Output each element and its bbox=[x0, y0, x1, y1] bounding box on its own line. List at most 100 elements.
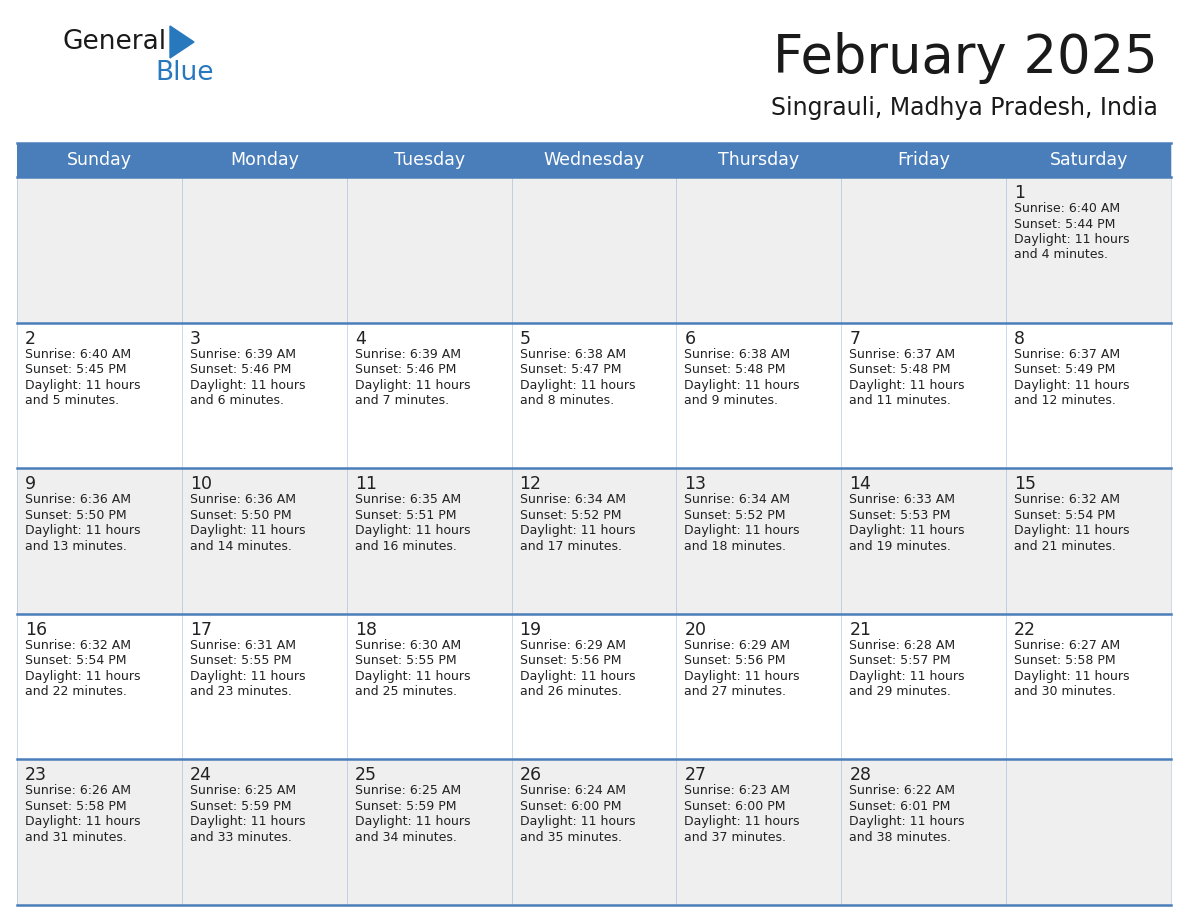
Text: and 11 minutes.: and 11 minutes. bbox=[849, 394, 952, 407]
Text: Sunrise: 6:24 AM: Sunrise: 6:24 AM bbox=[519, 784, 626, 798]
Text: Sunset: 5:47 PM: Sunset: 5:47 PM bbox=[519, 364, 621, 376]
Text: Sunrise: 6:32 AM: Sunrise: 6:32 AM bbox=[1015, 493, 1120, 506]
Text: and 13 minutes.: and 13 minutes. bbox=[25, 540, 127, 553]
Text: 6: 6 bbox=[684, 330, 695, 348]
Text: Sunrise: 6:32 AM: Sunrise: 6:32 AM bbox=[25, 639, 131, 652]
Text: Daylight: 11 hours: Daylight: 11 hours bbox=[684, 524, 800, 537]
Text: 13: 13 bbox=[684, 476, 707, 493]
Text: Sunset: 5:50 PM: Sunset: 5:50 PM bbox=[25, 509, 127, 521]
Text: Daylight: 11 hours: Daylight: 11 hours bbox=[1015, 378, 1130, 392]
Text: 17: 17 bbox=[190, 621, 211, 639]
Text: 16: 16 bbox=[25, 621, 48, 639]
Bar bbox=[17, 614, 1171, 759]
Text: Daylight: 11 hours: Daylight: 11 hours bbox=[519, 815, 636, 828]
Text: Sunset: 5:57 PM: Sunset: 5:57 PM bbox=[849, 655, 950, 667]
Text: Saturday: Saturday bbox=[1049, 151, 1127, 169]
Text: Daylight: 11 hours: Daylight: 11 hours bbox=[355, 378, 470, 392]
Text: Sunset: 5:58 PM: Sunset: 5:58 PM bbox=[1015, 655, 1116, 667]
Text: Sunrise: 6:34 AM: Sunrise: 6:34 AM bbox=[519, 493, 626, 506]
Text: and 17 minutes.: and 17 minutes. bbox=[519, 540, 621, 553]
Text: 15: 15 bbox=[1015, 476, 1036, 493]
Text: Daylight: 11 hours: Daylight: 11 hours bbox=[519, 670, 636, 683]
Text: 5: 5 bbox=[519, 330, 531, 348]
Text: 25: 25 bbox=[355, 767, 377, 784]
Text: Daylight: 11 hours: Daylight: 11 hours bbox=[355, 815, 470, 828]
Text: Thursday: Thursday bbox=[719, 151, 800, 169]
Text: General: General bbox=[62, 29, 166, 55]
Text: Sunset: 5:55 PM: Sunset: 5:55 PM bbox=[355, 655, 456, 667]
Text: and 25 minutes.: and 25 minutes. bbox=[355, 686, 456, 699]
Text: Sunrise: 6:34 AM: Sunrise: 6:34 AM bbox=[684, 493, 790, 506]
Text: Sunset: 5:56 PM: Sunset: 5:56 PM bbox=[519, 655, 621, 667]
Text: Daylight: 11 hours: Daylight: 11 hours bbox=[519, 378, 636, 392]
Text: Daylight: 11 hours: Daylight: 11 hours bbox=[684, 378, 800, 392]
Text: 9: 9 bbox=[25, 476, 36, 493]
Text: Sunrise: 6:33 AM: Sunrise: 6:33 AM bbox=[849, 493, 955, 506]
Text: 24: 24 bbox=[190, 767, 211, 784]
Text: and 4 minutes.: and 4 minutes. bbox=[1015, 249, 1108, 262]
Text: Daylight: 11 hours: Daylight: 11 hours bbox=[849, 815, 965, 828]
Bar bbox=[17, 177, 1171, 322]
Text: Daylight: 11 hours: Daylight: 11 hours bbox=[849, 524, 965, 537]
Text: Sunset: 5:46 PM: Sunset: 5:46 PM bbox=[190, 364, 291, 376]
Text: Sunrise: 6:31 AM: Sunrise: 6:31 AM bbox=[190, 639, 296, 652]
Text: Friday: Friday bbox=[897, 151, 950, 169]
Text: and 7 minutes.: and 7 minutes. bbox=[355, 394, 449, 407]
Text: Daylight: 11 hours: Daylight: 11 hours bbox=[190, 670, 305, 683]
Text: Sunrise: 6:36 AM: Sunrise: 6:36 AM bbox=[190, 493, 296, 506]
Text: and 37 minutes.: and 37 minutes. bbox=[684, 831, 786, 844]
Text: Sunset: 5:48 PM: Sunset: 5:48 PM bbox=[849, 364, 950, 376]
Text: Sunrise: 6:37 AM: Sunrise: 6:37 AM bbox=[1015, 348, 1120, 361]
Text: February 2025: February 2025 bbox=[773, 32, 1158, 84]
Text: Sunset: 5:44 PM: Sunset: 5:44 PM bbox=[1015, 218, 1116, 230]
Text: Sunset: 5:51 PM: Sunset: 5:51 PM bbox=[355, 509, 456, 521]
Text: Sunday: Sunday bbox=[67, 151, 132, 169]
Text: 20: 20 bbox=[684, 621, 707, 639]
Text: and 35 minutes.: and 35 minutes. bbox=[519, 831, 621, 844]
Text: and 16 minutes.: and 16 minutes. bbox=[355, 540, 456, 553]
Text: Sunrise: 6:22 AM: Sunrise: 6:22 AM bbox=[849, 784, 955, 798]
Text: 12: 12 bbox=[519, 476, 542, 493]
Text: and 19 minutes.: and 19 minutes. bbox=[849, 540, 952, 553]
Text: Sunset: 5:54 PM: Sunset: 5:54 PM bbox=[1015, 509, 1116, 521]
Text: Sunset: 5:54 PM: Sunset: 5:54 PM bbox=[25, 655, 126, 667]
Text: Daylight: 11 hours: Daylight: 11 hours bbox=[25, 378, 140, 392]
Text: Sunrise: 6:40 AM: Sunrise: 6:40 AM bbox=[1015, 202, 1120, 215]
Text: Wednesday: Wednesday bbox=[543, 151, 645, 169]
Text: Monday: Monday bbox=[229, 151, 298, 169]
Text: and 26 minutes.: and 26 minutes. bbox=[519, 686, 621, 699]
Text: Sunrise: 6:25 AM: Sunrise: 6:25 AM bbox=[190, 784, 296, 798]
Text: and 18 minutes.: and 18 minutes. bbox=[684, 540, 786, 553]
Text: Daylight: 11 hours: Daylight: 11 hours bbox=[25, 815, 140, 828]
Text: Sunrise: 6:38 AM: Sunrise: 6:38 AM bbox=[684, 348, 790, 361]
Text: Sunset: 6:00 PM: Sunset: 6:00 PM bbox=[519, 800, 621, 813]
Text: and 30 minutes.: and 30 minutes. bbox=[1015, 686, 1117, 699]
Text: Sunset: 5:56 PM: Sunset: 5:56 PM bbox=[684, 655, 786, 667]
Text: Sunrise: 6:39 AM: Sunrise: 6:39 AM bbox=[355, 348, 461, 361]
Text: 3: 3 bbox=[190, 330, 201, 348]
Text: and 6 minutes.: and 6 minutes. bbox=[190, 394, 284, 407]
Text: Daylight: 11 hours: Daylight: 11 hours bbox=[190, 378, 305, 392]
Text: Daylight: 11 hours: Daylight: 11 hours bbox=[849, 378, 965, 392]
Text: Daylight: 11 hours: Daylight: 11 hours bbox=[519, 524, 636, 537]
Text: 28: 28 bbox=[849, 767, 871, 784]
Text: Sunrise: 6:25 AM: Sunrise: 6:25 AM bbox=[355, 784, 461, 798]
Bar bbox=[17, 759, 1171, 905]
Text: Sunset: 5:53 PM: Sunset: 5:53 PM bbox=[849, 509, 950, 521]
Text: Sunrise: 6:36 AM: Sunrise: 6:36 AM bbox=[25, 493, 131, 506]
Text: Daylight: 11 hours: Daylight: 11 hours bbox=[1015, 233, 1130, 246]
Text: 1: 1 bbox=[1015, 184, 1025, 202]
Text: Sunset: 5:52 PM: Sunset: 5:52 PM bbox=[684, 509, 786, 521]
Text: Sunset: 5:48 PM: Sunset: 5:48 PM bbox=[684, 364, 786, 376]
Text: Sunrise: 6:35 AM: Sunrise: 6:35 AM bbox=[355, 493, 461, 506]
Text: Sunset: 5:50 PM: Sunset: 5:50 PM bbox=[190, 509, 291, 521]
Text: Sunset: 5:49 PM: Sunset: 5:49 PM bbox=[1015, 364, 1116, 376]
Text: Sunrise: 6:26 AM: Sunrise: 6:26 AM bbox=[25, 784, 131, 798]
Text: and 27 minutes.: and 27 minutes. bbox=[684, 686, 786, 699]
Text: 2: 2 bbox=[25, 330, 36, 348]
Text: Sunset: 5:46 PM: Sunset: 5:46 PM bbox=[355, 364, 456, 376]
Text: Sunset: 6:01 PM: Sunset: 6:01 PM bbox=[849, 800, 950, 813]
Text: Singrauli, Madhya Pradesh, India: Singrauli, Madhya Pradesh, India bbox=[771, 96, 1158, 120]
Bar bbox=[17, 468, 1171, 614]
Text: and 34 minutes.: and 34 minutes. bbox=[355, 831, 456, 844]
